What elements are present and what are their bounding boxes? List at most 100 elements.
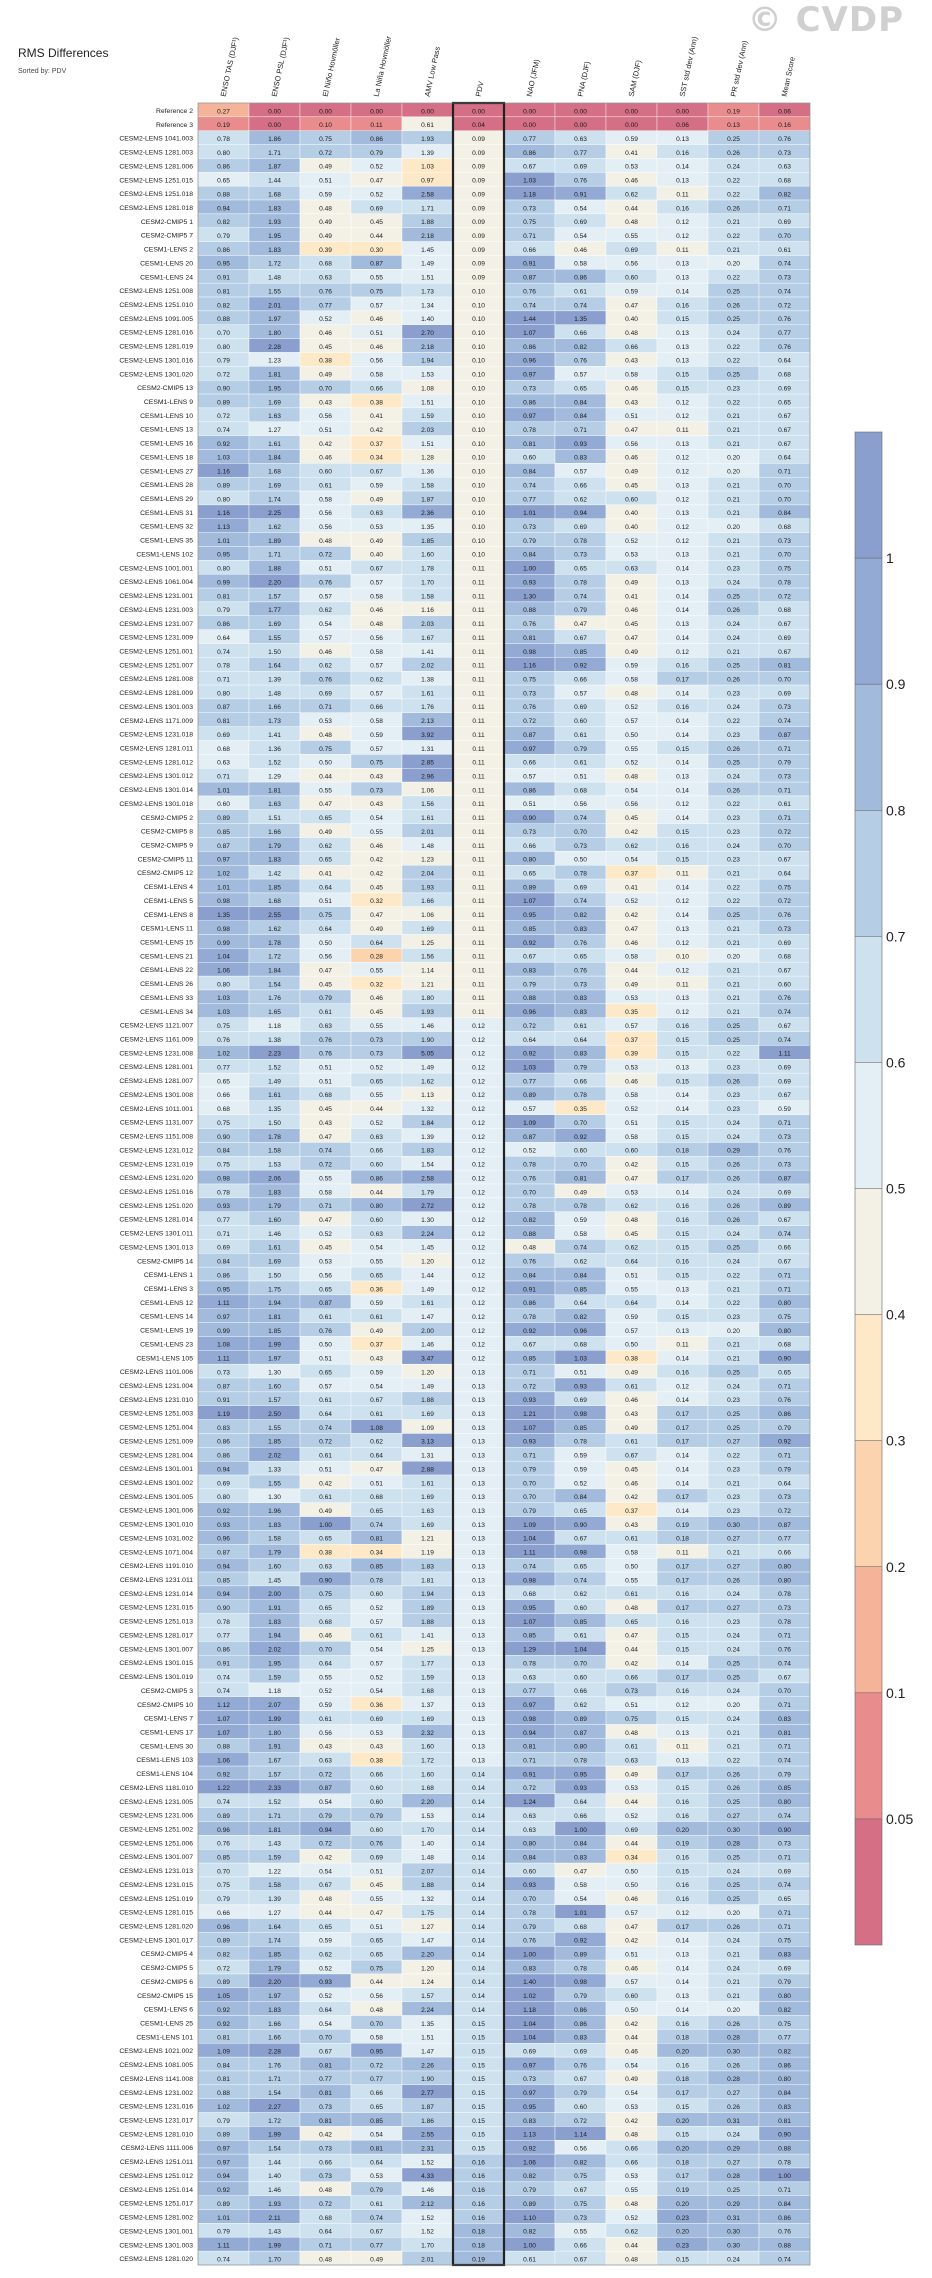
cell-value: 1.48 (421, 843, 434, 850)
cell-value: 0.77 (370, 2243, 383, 2250)
cell-value: 0.82 (217, 219, 230, 226)
cell-value: 0.26 (727, 1078, 740, 1085)
cell-value: 0.93 (217, 1522, 230, 1529)
cell-value: 0.24 (727, 1716, 740, 1723)
cell-value: 0.27 (727, 2090, 740, 2097)
cell-value: 0.30 (370, 247, 383, 254)
cell-value: 0.57 (625, 1979, 638, 1986)
cell-value: 0.65 (319, 815, 332, 822)
cell-value: 0.77 (217, 1217, 230, 1224)
cell-value: 1.54 (268, 2090, 281, 2097)
row-label: CESM2-LENS 1301.001 (119, 2228, 193, 2235)
cell-value: 0.94 (217, 2173, 230, 2180)
cell-value: 0.21 (727, 926, 740, 933)
cell-value: 0.55 (370, 968, 383, 975)
cell-value: 0.35 (625, 1009, 638, 1016)
cell-value: 0.85 (574, 1425, 587, 1432)
cell-value: 0.61 (778, 801, 791, 808)
cell-value: 0.84 (217, 1148, 230, 1155)
cell-value: 0.63 (217, 760, 230, 767)
cell-value: 1.51 (421, 399, 434, 406)
cell-value: 0.52 (370, 1065, 383, 1072)
cell-value: 0.23 (676, 2215, 689, 2222)
cell-value: 0.17 (676, 2090, 689, 2097)
cell-value: 0.11 (472, 621, 485, 628)
cell-value: 0.80 (217, 1494, 230, 1501)
cell-value: 0.71 (523, 1453, 536, 1460)
cell-value: 0.59 (370, 1300, 383, 1307)
cell-value: 0.76 (319, 1051, 332, 1058)
cell-value: 0.71 (778, 469, 791, 476)
cell-value: 0.21 (727, 1951, 740, 1958)
cell-value: 0.15 (472, 2118, 485, 2125)
cell-value: 0.42 (370, 857, 383, 864)
cell-value: 0.52 (370, 164, 383, 171)
cell-value: 0.53 (625, 164, 638, 171)
cell-value: 0.84 (574, 1841, 587, 1848)
cell-value: 0.52 (370, 191, 383, 198)
cell-value: 0.79 (370, 1813, 383, 1820)
cell-value: 0.49 (625, 579, 638, 586)
cell-value: 0.69 (217, 1245, 230, 1252)
cell-value: 1.81 (268, 787, 281, 794)
cell-value: 0.22 (727, 191, 740, 198)
cell-value: 0.79 (217, 607, 230, 614)
cell-value: 0.55 (625, 233, 638, 240)
cell-value: 1.41 (421, 649, 434, 656)
cell-value: 0.88 (523, 1231, 536, 1238)
cell-value: 0.23 (727, 1106, 740, 1113)
cell-value: 1.21 (421, 1536, 434, 1543)
cell-value: 0.47 (370, 912, 383, 919)
cell-value: 1.61 (268, 441, 281, 448)
cell-value: 0.91 (523, 1771, 536, 1778)
cell-value: 1.61 (421, 1300, 434, 1307)
cell-value: 0.11 (676, 870, 689, 877)
cell-value: 0.15 (676, 1162, 689, 1169)
cell-value: 0.61 (574, 288, 587, 295)
cell-value: 0.78 (574, 1439, 587, 1446)
cell-value: 0.55 (370, 1259, 383, 1266)
cell-value: 1.87 (268, 164, 281, 171)
cell-value: 0.12 (472, 1286, 485, 1293)
cell-value: 0.26 (727, 1175, 740, 1182)
cell-value: 0.13 (472, 1550, 485, 1557)
cell-value: 0.43 (625, 1411, 638, 1418)
cell-value: 0.13 (676, 261, 689, 268)
cell-value: 0.74 (574, 898, 587, 905)
row-label: CESM2-LENS 1281.004 (119, 1452, 193, 1459)
cell-value: 0.51 (625, 1272, 638, 1279)
cell-value: 1.01 (217, 787, 230, 794)
cell-value: 0.84 (574, 413, 587, 420)
cell-value: 0.80 (523, 1841, 536, 1848)
cell-value: 1.50 (268, 649, 281, 656)
cell-value: 0.77 (523, 1078, 536, 1085)
cell-value: 0.89 (217, 2132, 230, 2139)
cell-value: 0.15 (676, 1120, 689, 1127)
cell-value: 1.62 (268, 524, 281, 531)
cell-value: 1.91 (268, 1744, 281, 1751)
cell-value: 0.89 (523, 884, 536, 891)
cell-value: 0.16 (676, 205, 689, 212)
cell-value: 0.90 (574, 1522, 587, 1529)
cell-value: 0.61 (421, 122, 434, 129)
cell-value: 0.51 (370, 1924, 383, 1931)
cell-value: 1.79 (268, 843, 281, 850)
cell-value: 0.97 (523, 372, 536, 379)
cell-value: 0.81 (574, 1175, 587, 1182)
cell-value: 1.45 (421, 1245, 434, 1252)
cell-value: 0.12 (676, 801, 689, 808)
row-label: CESM1-LENS 34 (140, 1009, 193, 1016)
row-label: CESM2-LENS 1301.010 (119, 1522, 193, 1529)
cell-value: 0.26 (727, 787, 740, 794)
cell-value: 1.40 (421, 1841, 434, 1848)
cell-value: 1.35 (421, 2021, 434, 2028)
cell-value: 0.12 (472, 1203, 485, 1210)
row-label: CESM2-LENS 1181.010 (120, 1785, 193, 1792)
cell-value: 0.60 (217, 801, 230, 808)
cell-value: 0.92 (523, 2146, 536, 2153)
cell-value: 0.76 (217, 1037, 230, 1044)
cell-value: 0.13 (472, 1647, 485, 1654)
cell-value: 0.61 (574, 1023, 587, 1030)
cell-value: 1.68 (268, 898, 281, 905)
row-label: CESM1-LENS 11 (141, 926, 194, 933)
